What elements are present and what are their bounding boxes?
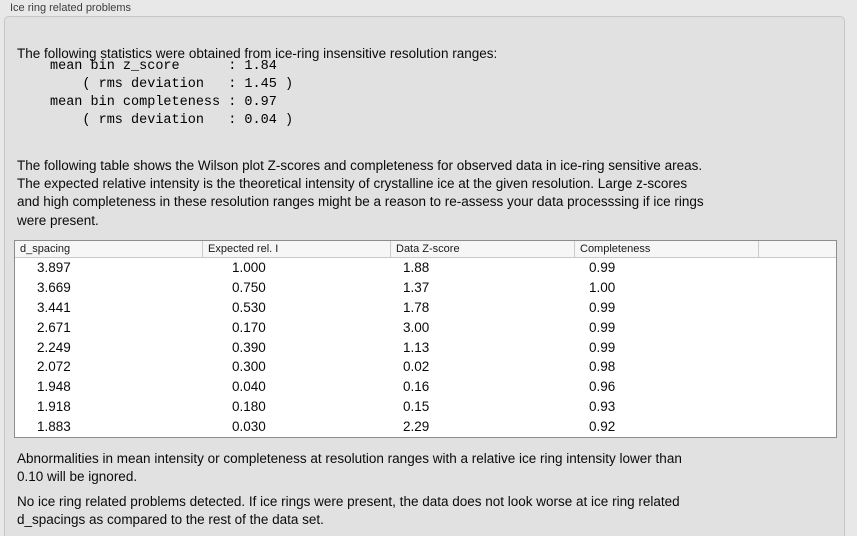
cell-data-z-score: 0.15 bbox=[403, 399, 430, 415]
cell-expected-rel-i: 0.390 bbox=[232, 339, 266, 355]
cell-d-spacing: 1.948 bbox=[37, 379, 71, 395]
ignore-note: Abnormalities in mean intensity or compl… bbox=[17, 450, 682, 486]
cell-expected-rel-i: 0.170 bbox=[232, 319, 266, 335]
column-header-expected-rel-i[interactable]: Expected rel. I bbox=[202, 241, 390, 257]
groupbox-title: Ice ring related problems bbox=[10, 2, 132, 14]
cell-completeness: 0.99 bbox=[589, 339, 616, 355]
ignore-note-line: Abnormalities in mean intensity or compl… bbox=[17, 451, 682, 466]
cell-data-z-score: 2.29 bbox=[403, 419, 430, 435]
cell-completeness: 0.98 bbox=[589, 359, 616, 375]
table-row[interactable]: 1.918 0.180 0.15 0.93 bbox=[15, 397, 836, 417]
cell-expected-rel-i: 0.530 bbox=[232, 299, 266, 315]
ice-ring-groupbox: The following statistics were obtained f… bbox=[4, 16, 845, 536]
cell-expected-rel-i: 0.750 bbox=[232, 279, 266, 295]
cell-d-spacing: 2.671 bbox=[37, 319, 71, 335]
intro-line: The following statistics were obtained f… bbox=[17, 46, 498, 61]
cell-d-spacing: 1.883 bbox=[37, 419, 71, 435]
cell-completeness: 0.93 bbox=[589, 399, 616, 415]
column-header-filler bbox=[758, 241, 836, 257]
ignore-note-line: 0.10 will be ignored. bbox=[17, 469, 138, 485]
table-row[interactable]: 2.072 0.300 0.02 0.98 bbox=[15, 357, 836, 377]
table-row[interactable]: 3.441 0.530 1.78 0.99 bbox=[15, 298, 836, 318]
table-row[interactable]: 1.948 0.040 0.16 0.96 bbox=[15, 377, 836, 397]
table-row[interactable]: 1.883 0.030 2.29 0.92 bbox=[15, 417, 836, 437]
cell-expected-rel-i: 0.030 bbox=[232, 419, 266, 435]
cell-data-z-score: 0.02 bbox=[403, 359, 430, 375]
table-row[interactable]: 3.897 1.000 1.88 0.99 bbox=[15, 258, 836, 278]
cell-completeness: 1.00 bbox=[589, 279, 616, 295]
cell-completeness: 0.99 bbox=[589, 299, 616, 315]
cell-d-spacing: 3.669 bbox=[37, 279, 71, 295]
cell-d-spacing: 1.918 bbox=[37, 399, 71, 415]
table-row[interactable]: 3.669 0.750 1.37 1.00 bbox=[15, 278, 836, 298]
cell-d-spacing: 2.072 bbox=[37, 359, 71, 375]
stat-mean-z-score: mean bin z_score : 1.84 bbox=[50, 59, 277, 74]
cell-completeness: 0.99 bbox=[589, 319, 616, 335]
cell-expected-rel-i: 0.180 bbox=[232, 399, 266, 415]
cell-expected-rel-i: 0.300 bbox=[232, 359, 266, 375]
stat-completeness-rms-deviation: ( rms deviation : 0.04 ) bbox=[50, 113, 294, 128]
table-row[interactable]: 2.249 0.390 1.13 0.99 bbox=[15, 338, 836, 358]
cell-data-z-score: 1.13 bbox=[403, 339, 430, 355]
stats-block: mean bin z_score : 1.84 ( rms deviation … bbox=[50, 58, 293, 130]
cell-data-z-score: 1.78 bbox=[403, 299, 430, 315]
cell-data-z-score: 3.00 bbox=[403, 319, 430, 335]
stat-z-rms-deviation: ( rms deviation : 1.45 ) bbox=[50, 77, 294, 92]
table-row[interactable]: 2.671 0.170 3.00 0.99 bbox=[15, 318, 836, 338]
cell-data-z-score: 0.16 bbox=[403, 379, 430, 395]
description-line: The following table shows the Wilson plo… bbox=[17, 158, 703, 173]
cell-completeness: 0.99 bbox=[589, 260, 616, 275]
cell-data-z-score: 1.37 bbox=[403, 279, 430, 295]
cell-expected-rel-i: 1.000 bbox=[232, 260, 266, 275]
stat-mean-completeness: mean bin completeness : 0.97 bbox=[50, 95, 277, 110]
intro-text: The following statistics were obtained f… bbox=[17, 45, 497, 63]
cell-completeness: 0.92 bbox=[589, 419, 616, 435]
cell-data-z-score: 1.88 bbox=[403, 260, 430, 275]
description-line: The expected relative intensity is the t… bbox=[17, 176, 688, 192]
conclusion-line: d_spacings as compared to the rest of th… bbox=[17, 512, 324, 528]
conclusion-text: No ice ring related problems detected. I… bbox=[17, 493, 680, 529]
column-header-data-z-score[interactable]: Data Z-score bbox=[390, 241, 574, 257]
cell-completeness: 0.96 bbox=[589, 379, 616, 395]
column-header-completeness[interactable]: Completeness bbox=[574, 241, 758, 257]
cell-d-spacing: 3.441 bbox=[37, 299, 71, 315]
column-header-d-spacing[interactable]: d_spacing bbox=[20, 243, 71, 255]
table-header-row: d_spacing Expected rel. I Data Z-score C… bbox=[15, 241, 836, 258]
description-line: were present. bbox=[17, 212, 99, 228]
cell-expected-rel-i: 0.040 bbox=[232, 379, 266, 395]
table-description: The following table shows the Wilson plo… bbox=[17, 157, 704, 230]
ice-ring-table: d_spacing Expected rel. I Data Z-score C… bbox=[14, 240, 837, 438]
conclusion-line: No ice ring related problems detected. I… bbox=[17, 494, 680, 509]
description-line: and high completeness in these resolutio… bbox=[17, 194, 704, 210]
cell-d-spacing: 3.897 bbox=[37, 260, 71, 275]
cell-d-spacing: 2.249 bbox=[37, 339, 71, 355]
